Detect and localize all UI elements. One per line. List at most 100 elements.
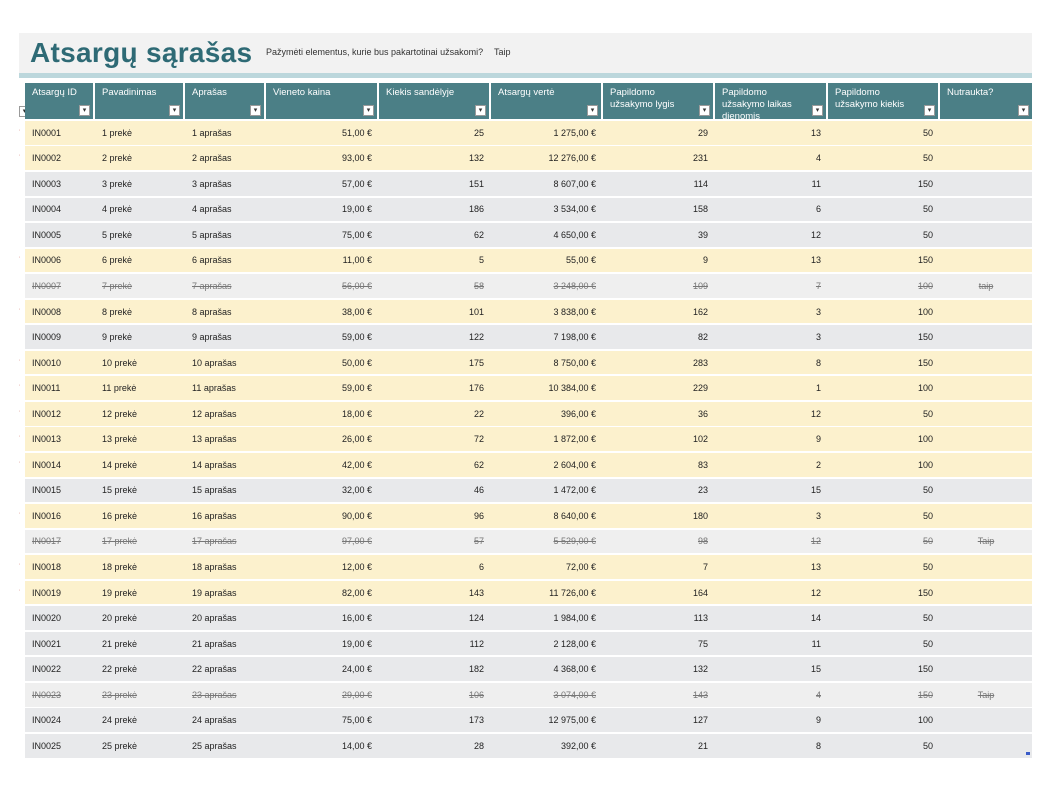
cell-name[interactable]: 25 prekė: [95, 734, 185, 758]
cell-quantity[interactable]: 22: [379, 402, 491, 426]
cell-id[interactable]: IN0004: [25, 198, 95, 222]
cell-inventory-value[interactable]: 392,00 €: [491, 734, 603, 758]
cell-reorder-level[interactable]: 98: [603, 530, 715, 554]
cell-description[interactable]: 4 aprašas: [185, 198, 266, 222]
cell-name[interactable]: 21 prekė: [95, 632, 185, 656]
cell-inventory-value[interactable]: 2 604,00 €: [491, 453, 603, 477]
cell-id[interactable]: IN0013: [25, 427, 95, 451]
cell-unit-price[interactable]: 75,00 €: [266, 223, 379, 247]
cell-discontinued[interactable]: [940, 504, 1032, 528]
cell-discontinued[interactable]: [940, 172, 1032, 196]
cell-reorder-quantity[interactable]: 50: [828, 632, 940, 656]
cell-description[interactable]: 21 aprašas: [185, 632, 266, 656]
cell-inventory-value[interactable]: 8 607,00 €: [491, 172, 603, 196]
cell-reorder-quantity[interactable]: 50: [828, 402, 940, 426]
cell-name[interactable]: 15 prekė: [95, 479, 185, 503]
cell-inventory-value[interactable]: 8 750,00 €: [491, 351, 603, 375]
cell-quantity[interactable]: 186: [379, 198, 491, 222]
cell-description[interactable]: 14 aprašas: [185, 453, 266, 477]
cell-quantity[interactable]: 173: [379, 708, 491, 732]
cell-reorder-level[interactable]: 7: [603, 555, 715, 579]
cell-discontinued[interactable]: [940, 427, 1032, 451]
cell-inventory-value[interactable]: 1 984,00 €: [491, 606, 603, 630]
cell-discontinued[interactable]: [940, 325, 1032, 349]
cell-id[interactable]: IN0006: [25, 249, 95, 273]
cell-description[interactable]: 11 aprašas: [185, 376, 266, 400]
cell-id[interactable]: IN0020: [25, 606, 95, 630]
cell-inventory-value[interactable]: 1 275,00 €: [491, 121, 603, 145]
cell-discontinued[interactable]: [940, 223, 1032, 247]
cell-quantity[interactable]: 57: [379, 530, 491, 554]
cell-reorder-quantity[interactable]: 50: [828, 479, 940, 503]
cell-description[interactable]: 18 aprašas: [185, 555, 266, 579]
cell-reorder-days[interactable]: 15: [715, 657, 828, 681]
cell-id[interactable]: IN0022: [25, 657, 95, 681]
cell-discontinued[interactable]: [940, 376, 1032, 400]
cell-quantity[interactable]: 62: [379, 223, 491, 247]
cell-unit-price[interactable]: 57,00 €: [266, 172, 379, 196]
filter-dropdown-icon[interactable]: ▾: [1018, 105, 1029, 116]
cell-inventory-value[interactable]: 5 529,00 €: [491, 530, 603, 554]
cell-reorder-days[interactable]: 13: [715, 249, 828, 273]
cell-reorder-days[interactable]: 6: [715, 198, 828, 222]
cell-reorder-level[interactable]: 162: [603, 300, 715, 324]
cell-unit-price[interactable]: 29,00 €: [266, 683, 379, 707]
cell-reorder-level[interactable]: 9: [603, 249, 715, 273]
cell-reorder-days[interactable]: 12: [715, 581, 828, 605]
cell-id[interactable]: IN0009: [25, 325, 95, 349]
cell-discontinued[interactable]: [940, 632, 1032, 656]
cell-inventory-value[interactable]: 8 640,00 €: [491, 504, 603, 528]
cell-unit-price[interactable]: 32,00 €: [266, 479, 379, 503]
cell-quantity[interactable]: 112: [379, 632, 491, 656]
cell-unit-price[interactable]: 16,00 €: [266, 606, 379, 630]
cell-unit-price[interactable]: 12,00 €: [266, 555, 379, 579]
cell-reorder-quantity[interactable]: 150: [828, 657, 940, 681]
cell-name[interactable]: 9 prekė: [95, 325, 185, 349]
cell-reorder-days[interactable]: 2: [715, 453, 828, 477]
cell-description[interactable]: 8 aprašas: [185, 300, 266, 324]
cell-id[interactable]: IN0008: [25, 300, 95, 324]
cell-reorder-quantity[interactable]: 100: [828, 453, 940, 477]
cell-reorder-level[interactable]: 102: [603, 427, 715, 451]
cell-quantity[interactable]: 25: [379, 121, 491, 145]
filter-dropdown-icon[interactable]: ▾: [924, 105, 935, 116]
cell-discontinued[interactable]: [940, 606, 1032, 630]
cell-inventory-value[interactable]: 72,00 €: [491, 555, 603, 579]
cell-reorder-quantity[interactable]: 150: [828, 249, 940, 273]
cell-inventory-value[interactable]: 396,00 €: [491, 402, 603, 426]
cell-inventory-value[interactable]: 1 472,00 €: [491, 479, 603, 503]
cell-inventory-value[interactable]: 3 838,00 €: [491, 300, 603, 324]
cell-reorder-level[interactable]: 36: [603, 402, 715, 426]
cell-description[interactable]: 12 aprašas: [185, 402, 266, 426]
cell-quantity[interactable]: 6: [379, 555, 491, 579]
cell-discontinued[interactable]: [940, 555, 1032, 579]
cell-quantity[interactable]: 176: [379, 376, 491, 400]
cell-reorder-level[interactable]: 75: [603, 632, 715, 656]
cell-description[interactable]: 1 aprašas: [185, 121, 266, 145]
filter-dropdown-icon[interactable]: ▾: [812, 105, 823, 116]
cell-unit-price[interactable]: 82,00 €: [266, 581, 379, 605]
cell-id[interactable]: IN0001: [25, 121, 95, 145]
cell-reorder-level[interactable]: 82: [603, 325, 715, 349]
cell-name[interactable]: 10 prekė: [95, 351, 185, 375]
cell-reorder-level[interactable]: 143: [603, 683, 715, 707]
cell-reorder-level[interactable]: 180: [603, 504, 715, 528]
cell-description[interactable]: 23 aprašas: [185, 683, 266, 707]
cell-reorder-days[interactable]: 3: [715, 504, 828, 528]
cell-quantity[interactable]: 58: [379, 274, 491, 298]
cell-reorder-quantity[interactable]: 50: [828, 223, 940, 247]
cell-name[interactable]: 5 prekė: [95, 223, 185, 247]
cell-inventory-value[interactable]: 1 872,00 €: [491, 427, 603, 451]
cell-discontinued[interactable]: [940, 402, 1032, 426]
cell-reorder-quantity[interactable]: 50: [828, 555, 940, 579]
cell-discontinued[interactable]: [940, 249, 1032, 273]
cell-reorder-quantity[interactable]: 150: [828, 683, 940, 707]
cell-discontinued[interactable]: [940, 121, 1032, 145]
cell-reorder-quantity[interactable]: 50: [828, 146, 940, 170]
cell-description[interactable]: 17 aprašas: [185, 530, 266, 554]
cell-unit-price[interactable]: 19,00 €: [266, 198, 379, 222]
cell-id[interactable]: IN0010: [25, 351, 95, 375]
cell-description[interactable]: 3 aprašas: [185, 172, 266, 196]
cell-unit-price[interactable]: 90,00 €: [266, 504, 379, 528]
cell-description[interactable]: 13 aprašas: [185, 427, 266, 451]
